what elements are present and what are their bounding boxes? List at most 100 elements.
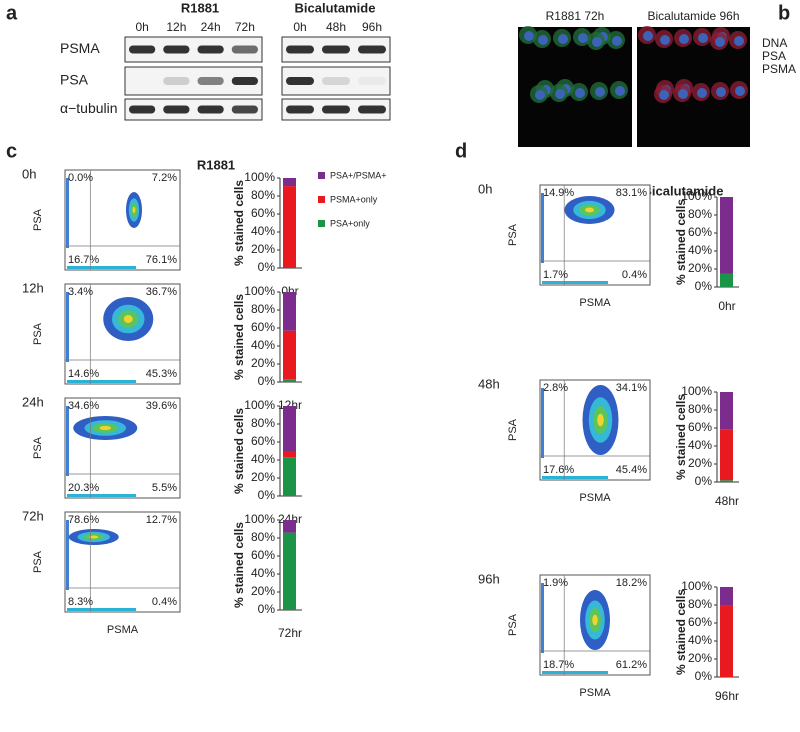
quadrant-percent: 14.6%	[68, 368, 99, 380]
nucleus	[698, 33, 708, 43]
quadrant-percent: 1.9%	[543, 577, 568, 589]
y-tick-label: 60%	[688, 615, 712, 629]
nucleus	[734, 36, 744, 46]
y-tick-label: 100%	[681, 384, 712, 398]
blot-band	[286, 45, 314, 54]
y-tick-label: 40%	[251, 224, 275, 238]
flow-strip	[542, 671, 608, 674]
panel-label: d	[455, 140, 467, 162]
legend-label: PSA+/PSMA+	[330, 170, 387, 180]
y-tick-label: 100%	[244, 170, 275, 184]
y-tick-label: 20%	[251, 242, 275, 256]
bar-segment	[283, 451, 296, 458]
y-tick-label: 20%	[688, 456, 712, 470]
nucleus	[578, 33, 588, 43]
y-tick-label: 0%	[695, 474, 713, 488]
axis-label: PSA	[32, 436, 44, 459]
y-tick-label: 20%	[688, 261, 712, 275]
flow-strip	[66, 292, 69, 362]
flow-strip	[541, 583, 544, 653]
y-tick-label: 40%	[688, 438, 712, 452]
bar-segment	[283, 178, 296, 187]
axis-label: PSMA	[579, 492, 611, 504]
blot-band	[286, 105, 314, 114]
nucleus	[535, 90, 545, 100]
axis-label: PSMA	[579, 297, 611, 309]
legend-label: DNA	[762, 36, 787, 50]
blot-band	[197, 105, 224, 114]
nucleus	[735, 86, 745, 96]
group-title: R1881	[181, 0, 219, 15]
bar-segment	[283, 379, 296, 382]
y-tick-label: 100%	[681, 579, 712, 593]
legend-label: PSA+only	[330, 218, 370, 228]
flow-plot	[64, 169, 181, 271]
lane-label: 96h	[362, 20, 382, 34]
flow-density	[89, 535, 99, 539]
row-label: PSMA	[60, 40, 100, 56]
flow-strip	[542, 281, 608, 284]
axis-label: PSMA	[579, 687, 611, 699]
y-tick-label: 0%	[258, 260, 276, 274]
nucleus	[679, 34, 689, 44]
nucleus	[558, 34, 568, 44]
bar-axis-label: % stained cells	[232, 522, 246, 608]
bar-axis-label: % stained cells	[674, 394, 688, 480]
bar-axis-label: % stained cells	[232, 294, 246, 380]
quadrant-percent: 7.2%	[152, 172, 177, 184]
lane-label: 24h	[201, 20, 221, 34]
bar-segment	[720, 392, 733, 430]
quadrant-percent: 18.2%	[616, 577, 647, 589]
blot-band	[163, 77, 190, 85]
time-label: 12h	[22, 280, 44, 295]
flow-strip	[542, 476, 608, 479]
category-label: 72hr	[278, 626, 302, 640]
nucleus	[615, 86, 625, 96]
y-tick-label: 80%	[251, 302, 275, 316]
nucleus	[538, 35, 548, 45]
bar-segment	[283, 457, 296, 496]
legend-swatch	[318, 220, 325, 227]
y-tick-label: 60%	[251, 206, 275, 220]
category-label: 0hr	[718, 299, 735, 313]
panel-title: Bicalutamide	[643, 183, 724, 198]
bar-segment	[720, 605, 733, 677]
category-label: 48hr	[715, 494, 739, 508]
bar-segment	[720, 587, 733, 606]
flow-density	[592, 614, 598, 626]
flow-strip	[541, 388, 544, 458]
y-tick-label: 0%	[695, 279, 713, 293]
axis-label: PSA	[32, 550, 44, 573]
panel-label: a	[6, 2, 18, 24]
y-tick-label: 40%	[688, 633, 712, 647]
row-label: PSA	[60, 72, 89, 88]
legend-label: PSA	[762, 49, 786, 63]
blot-band	[322, 77, 350, 85]
flow-strip	[66, 520, 69, 590]
panel-label: b	[778, 2, 790, 24]
time-label: 48h	[478, 376, 500, 391]
y-tick-label: 80%	[251, 530, 275, 544]
legend-label: PSMA	[762, 62, 796, 76]
nucleus	[555, 89, 565, 99]
y-tick-label: 80%	[251, 188, 275, 202]
blot-band	[163, 105, 190, 114]
quadrant-percent: 16.7%	[68, 254, 99, 266]
bar-segment	[283, 532, 296, 610]
quadrant-percent: 34.1%	[616, 382, 647, 394]
time-label: 24h	[22, 394, 44, 409]
lane-label: 0h	[135, 20, 148, 34]
axis-label: PSA	[507, 223, 519, 246]
time-label: 0h	[22, 166, 36, 181]
flow-strip	[67, 608, 136, 611]
blot-band	[197, 45, 224, 54]
quadrant-percent: 0.0%	[68, 172, 93, 184]
flow-density	[99, 425, 112, 431]
bar-axis-label: % stained cells	[232, 180, 246, 266]
blot-band	[197, 77, 224, 85]
axis-label: PSMA	[107, 624, 139, 636]
quadrant-percent: 2.8%	[543, 382, 568, 394]
quadrant-percent: 76.1%	[146, 254, 177, 266]
row-label: α−tubulin	[60, 100, 118, 116]
bar-axis-label: % stained cells	[674, 199, 688, 285]
